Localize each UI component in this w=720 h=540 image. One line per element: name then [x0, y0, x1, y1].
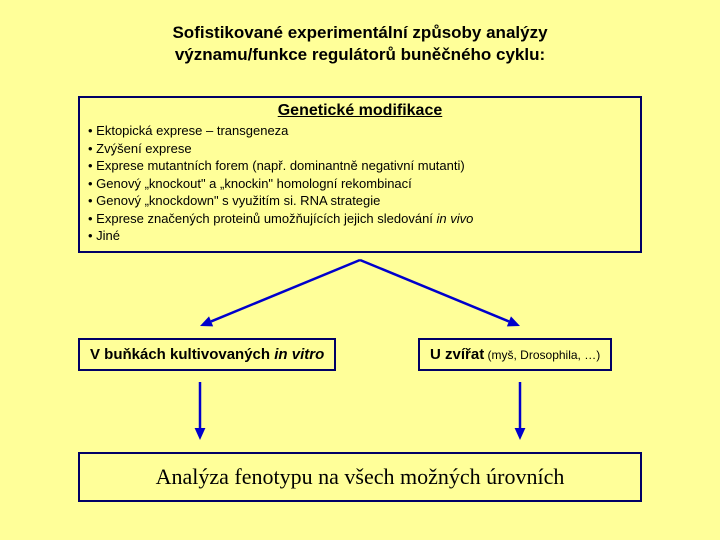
left-box: V buňkách kultivovaných in vitro: [78, 338, 336, 371]
main-box-heading: Genetické modifikace: [88, 102, 632, 120]
list-item: Exprese značených proteinů umožňujících …: [88, 210, 632, 228]
right-box: U zvířat (myš, Drosophila, …): [418, 338, 612, 371]
list-item: Genový „knockdown" s využitím si. RNA st…: [88, 192, 632, 210]
list-item: Genový „knockout" a „knockin" homologní …: [88, 175, 632, 193]
arrow-down-left-head: [195, 428, 206, 440]
arrow-diag-right-line: [360, 260, 509, 321]
left-box-ital: in vitro: [270, 346, 324, 363]
right-box-paren: (myš, Drosophila, …): [484, 348, 600, 362]
list-item: Ektopická exprese – transgeneza: [88, 122, 632, 140]
title-line-1: Sofistikované experimentální způsoby ana…: [172, 23, 547, 42]
arrow-diag-left-head: [200, 316, 213, 326]
bottom-box-text: Analýza fenotypu na všech možných úrovní…: [156, 464, 565, 489]
arrow-diag-left-line: [211, 260, 360, 321]
list-item: Exprese mutantních forem (např. dominant…: [88, 157, 632, 175]
left-box-bold: V buňkách kultivovaných: [90, 346, 270, 363]
bottom-box: Analýza fenotypu na všech možných úrovní…: [78, 452, 642, 502]
bullet-list: Ektopická exprese – transgeneza Zvýšení …: [88, 122, 632, 245]
slide-title: Sofistikované experimentální způsoby ana…: [0, 22, 720, 66]
right-box-bold: U zvířat: [430, 346, 484, 363]
title-line-2: významu/funkce regulátorů buněčného cykl…: [175, 45, 545, 64]
main-box: Genetické modifikace Ektopická exprese –…: [78, 96, 642, 253]
arrow-down-right-head: [515, 428, 526, 440]
list-item: Jiné: [88, 227, 632, 245]
list-item: Zvýšení exprese: [88, 140, 632, 158]
arrow-diag-right-head: [507, 316, 520, 326]
